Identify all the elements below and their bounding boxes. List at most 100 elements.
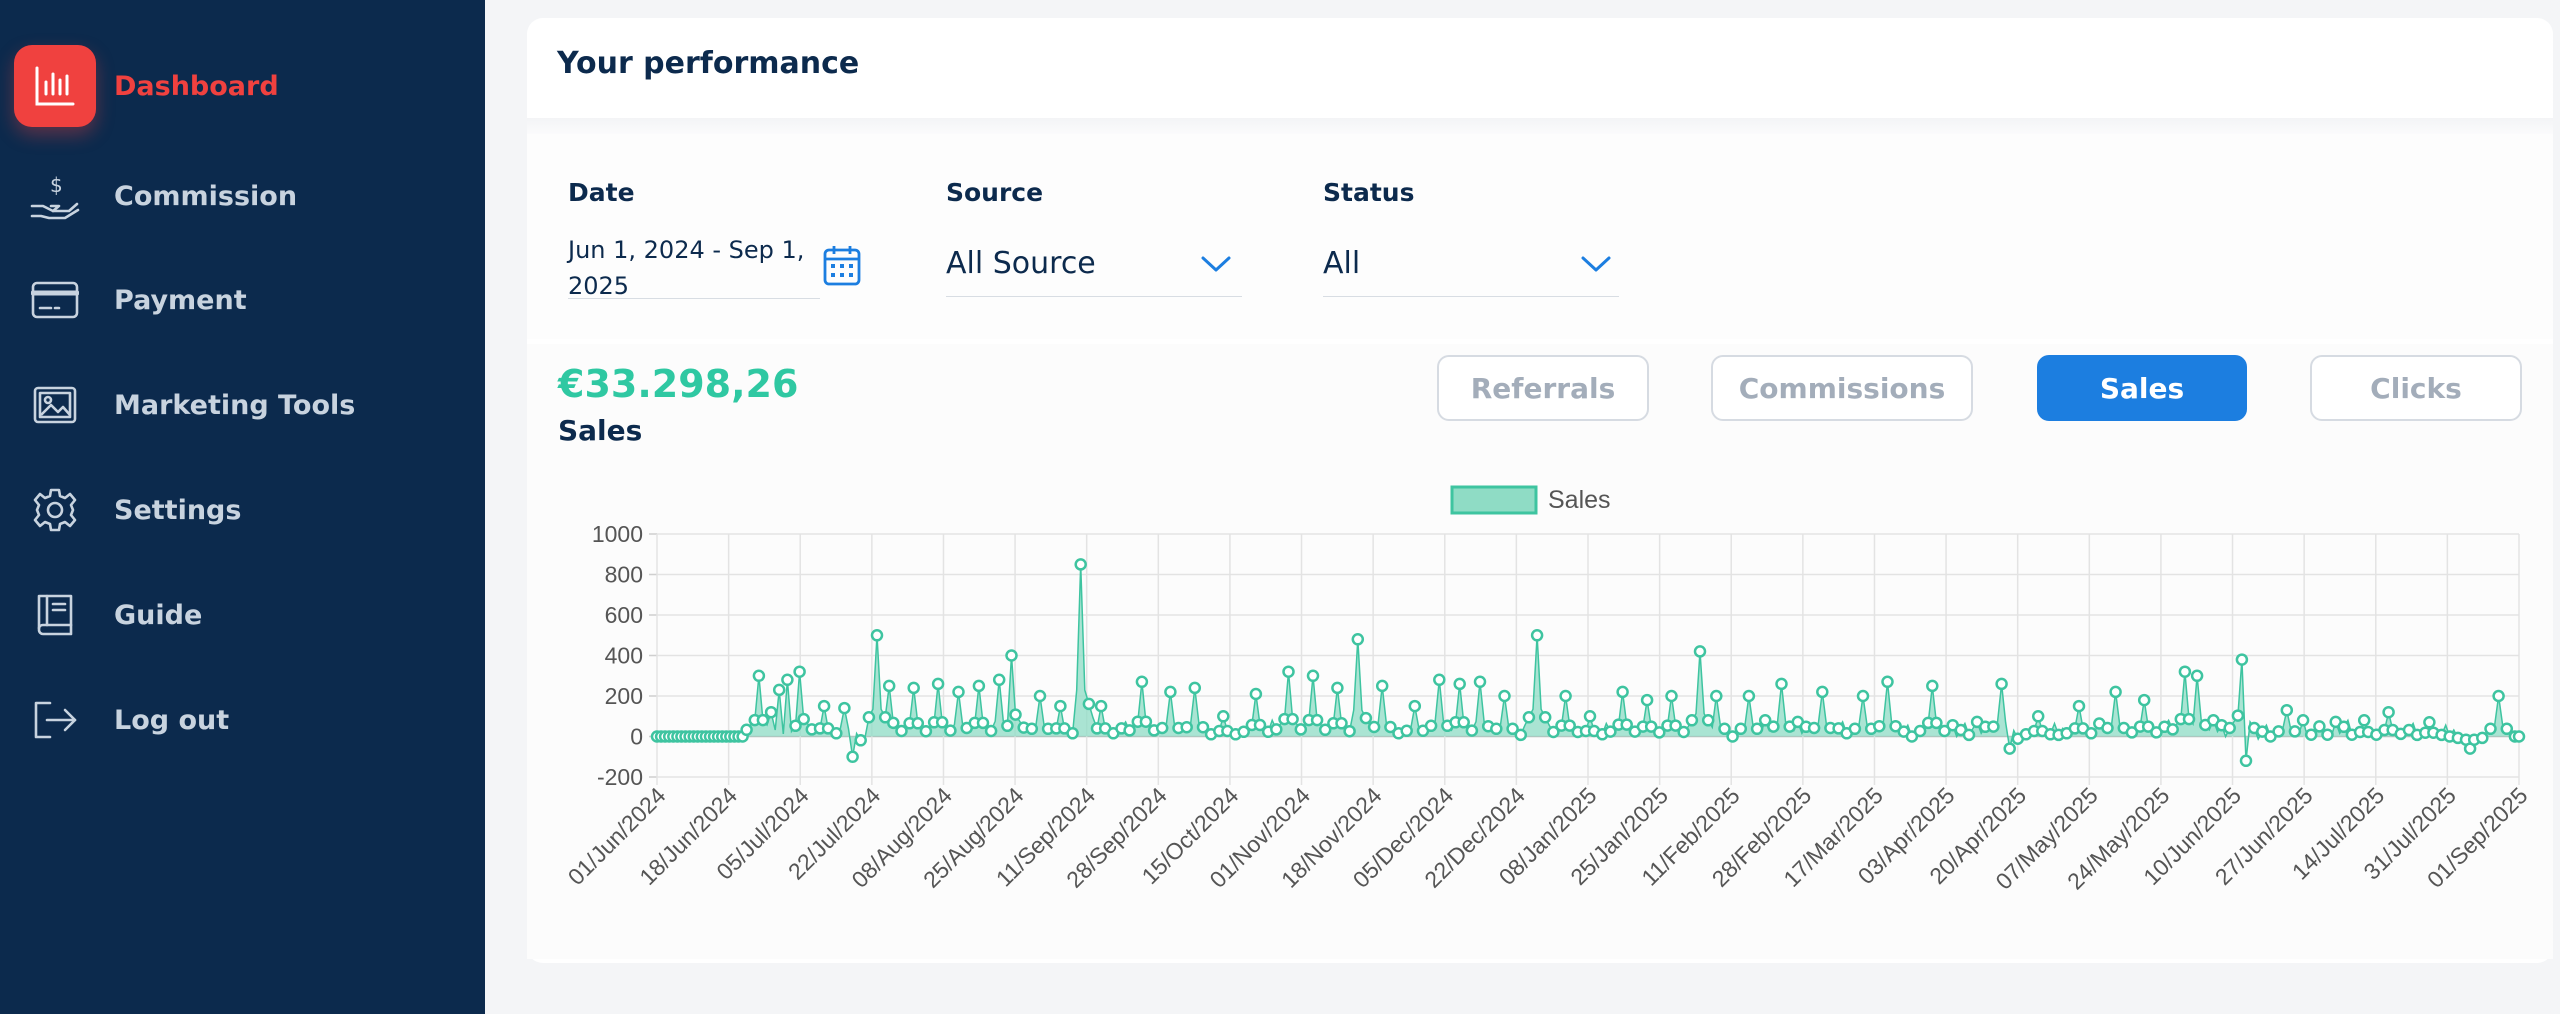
sidebar-item-label: Commission: [114, 180, 298, 212]
data-point: [2072, 699, 2086, 713]
legend-swatch: [1450, 485, 1538, 515]
data-point: [1005, 649, 1018, 662]
sidebar: Dashboard $ Commission Payment Marketing…: [0, 0, 485, 1014]
data-point: [1384, 720, 1397, 734]
chevron-down-icon[interactable]: [1580, 254, 1612, 278]
tab-referrals[interactable]: Referrals: [1437, 355, 1649, 421]
tab-commissions[interactable]: Commissions: [1711, 355, 1973, 421]
data-point: [1905, 730, 1919, 743]
book-icon: [14, 574, 96, 656]
data-point: [1873, 719, 1886, 733]
data-point: [2166, 723, 2179, 736]
data-point: [797, 712, 810, 726]
status-select[interactable]: All: [1323, 246, 1361, 281]
data-point: [1653, 726, 1666, 739]
data-point: [1987, 720, 2000, 733]
data-point: [931, 677, 945, 691]
data-point: [1094, 699, 1108, 713]
data-point: [1514, 728, 1528, 742]
data-point: [2101, 721, 2114, 735]
data-point: [1775, 677, 1788, 691]
data-point: [1665, 689, 1678, 703]
sidebar-item-label: Dashboard: [114, 70, 279, 102]
calendar-icon[interactable]: [822, 243, 862, 291]
sidebar-item-commission[interactable]: $ Commission: [14, 154, 454, 238]
data-point: [789, 719, 802, 733]
data-point: [2239, 754, 2253, 768]
data-point: [2272, 725, 2285, 738]
sidebar-item-dashboard[interactable]: Dashboard: [14, 44, 454, 128]
sidebar-item-label: Marketing Tools: [114, 389, 356, 421]
gear-icon: [14, 469, 96, 551]
source-filter-label: Source: [946, 178, 1044, 207]
data-point: [830, 727, 843, 740]
data-point: [2141, 720, 2155, 733]
data-point: [1074, 558, 1087, 571]
data-point: [2288, 725, 2302, 738]
y-tick-label: 1000: [592, 521, 643, 547]
data-point: [2512, 730, 2526, 743]
data-point: [2182, 712, 2196, 726]
data-point: [1335, 717, 1348, 730]
data-point: [1188, 681, 1202, 695]
data-point: [2492, 689, 2505, 703]
data-point: [882, 679, 896, 693]
data-point: [907, 681, 920, 695]
data-point: [2223, 721, 2236, 735]
data-point: [1237, 725, 1250, 739]
data-point: [2484, 722, 2497, 736]
data-point: [1559, 689, 1572, 703]
source-select[interactable]: All Source: [946, 246, 1096, 281]
data-point: [2500, 722, 2514, 736]
data-point: [1054, 699, 1067, 713]
data-point: [1249, 687, 1263, 701]
data-point: [1351, 633, 1365, 646]
sidebar-item-guide[interactable]: Guide: [14, 573, 454, 657]
tab-clicks[interactable]: Clicks: [2310, 355, 2522, 421]
data-point: [1604, 725, 1617, 738]
sales-chart: 10008006004002000-20001/Jun/202418/Jun/2…: [563, 485, 2533, 895]
data-point: [1758, 714, 1772, 727]
data-point: [1693, 645, 1707, 658]
data-point: [1913, 724, 1927, 738]
y-tick-label: 600: [605, 602, 643, 628]
data-point: [2137, 693, 2151, 707]
sidebar-item-payment[interactable]: Payment: [14, 258, 454, 342]
data-point: [2337, 720, 2351, 734]
sidebar-item-marketing-tools[interactable]: Marketing Tools: [14, 363, 454, 447]
data-point: [1310, 713, 1324, 727]
data-point: [2304, 728, 2318, 741]
date-range-input[interactable]: Jun 1, 2024 - Sep 1, 2025: [568, 236, 805, 300]
data-point: [1009, 708, 1022, 721]
data-point: [1139, 715, 1153, 728]
total-amount: €33.298,26: [558, 362, 799, 406]
data-point: [2178, 665, 2192, 678]
data-point: [1424, 719, 1438, 733]
data-point: [1033, 689, 1047, 703]
data-point: [846, 750, 859, 764]
chevron-down-icon[interactable]: [1200, 254, 1232, 278]
data-point: [887, 716, 900, 730]
data-point: [1155, 721, 1169, 735]
data-point: [919, 724, 933, 738]
data-point: [935, 716, 949, 729]
data-point: [1343, 724, 1356, 738]
data-point: [1123, 724, 1136, 737]
data-point: [1408, 699, 1422, 713]
date-filter-label: Date: [568, 178, 635, 207]
tab-sales[interactable]: Sales: [2037, 355, 2247, 421]
data-point: [1926, 679, 1939, 693]
card-divider: [527, 118, 2553, 134]
data-point: [2382, 705, 2395, 719]
data-point: [1490, 722, 1503, 736]
sidebar-item-logout[interactable]: Log out: [14, 678, 454, 762]
data-point: [2476, 731, 2489, 745]
data-point: [2003, 742, 2016, 755]
data-point: [2423, 716, 2436, 729]
data-point: [944, 724, 957, 737]
data-point: [1253, 718, 1267, 732]
data-point: [2321, 728, 2334, 741]
data-point: [870, 629, 884, 642]
sidebar-item-settings[interactable]: Settings: [14, 468, 454, 552]
data-point: [1962, 728, 1976, 742]
